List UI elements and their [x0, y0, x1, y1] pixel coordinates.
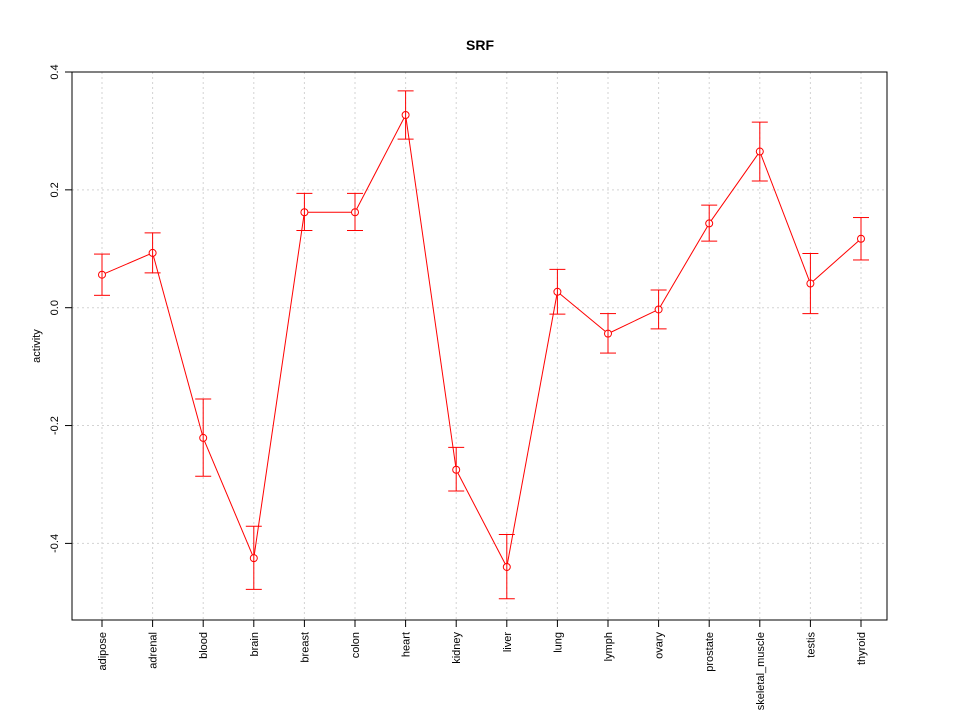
data-point — [806, 279, 815, 288]
series-segment — [356, 117, 405, 210]
chart-title: SRF — [466, 37, 494, 53]
series-segment — [710, 154, 759, 221]
y-tick-label: 0.2 — [49, 182, 61, 197]
series-segment — [559, 293, 606, 332]
series-segment — [457, 472, 506, 565]
series-segment — [812, 240, 859, 282]
y-tick-label: -0.2 — [49, 416, 61, 435]
grid — [72, 71, 887, 620]
series-segment — [204, 440, 253, 556]
data-point — [502, 562, 511, 571]
data-point — [553, 287, 562, 296]
y-tick-label: 0.4 — [49, 64, 61, 79]
x-tick-label: adrenal — [148, 632, 160, 669]
series-segment — [105, 253, 150, 274]
y-tick-label: -0.4 — [49, 534, 61, 553]
data-points — [98, 111, 865, 571]
x-tick-label: skeletal_muscle — [755, 632, 767, 710]
data-point — [148, 248, 157, 257]
data-point — [705, 219, 714, 228]
x-tick-label: brain — [249, 632, 261, 656]
x-tick-label: breast — [299, 632, 311, 663]
data-point — [199, 433, 208, 442]
y-tick-label: 0.0 — [49, 300, 61, 315]
series-lines — [105, 117, 859, 565]
data-point — [401, 111, 410, 120]
x-axis: adipose adrenal blood brain breast colon heart… — [97, 620, 868, 710]
y-axis-label: activity — [31, 329, 43, 363]
series-segment — [405, 118, 457, 467]
x-tick-label: blood — [198, 632, 210, 659]
x-tick-label: adipose — [97, 632, 109, 671]
series-segment — [659, 226, 708, 307]
series-segment — [506, 295, 558, 564]
data-point — [300, 208, 309, 217]
data-point — [857, 234, 865, 243]
x-tick-label: testis — [805, 632, 817, 658]
data-point — [249, 554, 258, 563]
x-tick-label: lung — [552, 632, 564, 653]
x-tick-label: thyroid — [856, 632, 868, 665]
series-segment — [760, 154, 810, 281]
x-tick-label: heart — [401, 632, 413, 657]
y-axis: -0.4 -0.2 0.0 0.2 0.4 — [49, 64, 72, 553]
x-tick-label: colon — [350, 632, 362, 658]
x-tick-label: ovary — [654, 632, 666, 659]
x-tick-label: liver — [502, 632, 514, 653]
data-point — [351, 208, 359, 217]
x-tick-label: lymph — [603, 632, 615, 661]
x-tick-label: prostate — [704, 632, 716, 672]
data-point — [654, 305, 663, 314]
series-segment — [153, 256, 203, 435]
data-point — [755, 147, 764, 156]
series-segment — [610, 310, 656, 333]
series-segment — [253, 215, 305, 555]
plot-frame — [71, 71, 888, 621]
data-point — [98, 270, 106, 279]
data-point — [604, 329, 612, 338]
data-point — [452, 465, 461, 474]
error-bars — [94, 90, 869, 600]
x-tick-label: kidney — [451, 632, 463, 664]
